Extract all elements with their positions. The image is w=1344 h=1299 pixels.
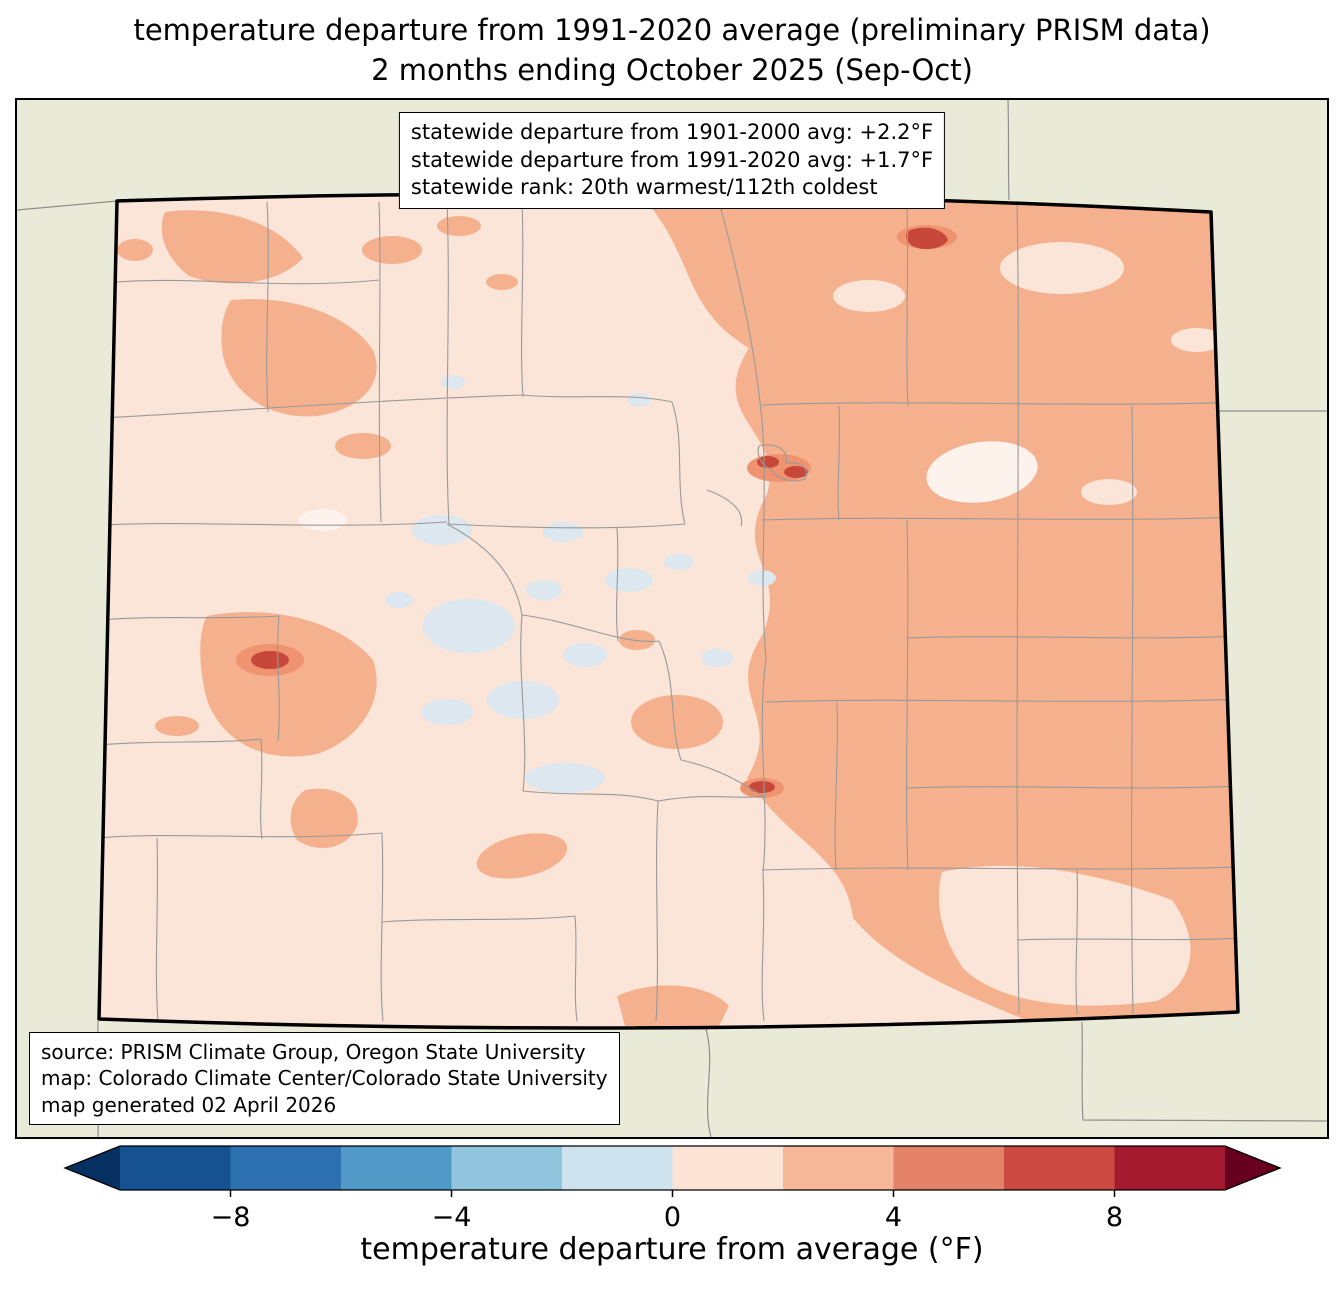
map-patch xyxy=(299,509,347,532)
map-patch xyxy=(486,274,518,291)
colorbar-tick-label: −4 xyxy=(432,1202,472,1232)
stats-line-2: statewide departure from 1991-2020 avg: … xyxy=(410,147,934,172)
colorado-fill-layer xyxy=(99,194,1238,1029)
map-patch xyxy=(423,599,515,654)
colorbar-segment xyxy=(451,1146,563,1191)
colorbar: −8 −4 0 4 8 temperature departure from avera… xyxy=(0,1144,1344,1267)
map-patch xyxy=(664,554,694,571)
stats-box: statewide departure from 1901-2000 avg: … xyxy=(398,112,946,210)
northwest-warm-blob xyxy=(221,298,377,417)
colorado-map-svg xyxy=(17,100,1327,1138)
colorbar-segment xyxy=(230,1146,342,1191)
map-patch xyxy=(563,643,607,668)
map-patch xyxy=(290,788,358,849)
map-patch xyxy=(619,630,655,651)
map-patch xyxy=(385,592,413,609)
county-lines-denver-metro xyxy=(706,444,807,527)
map-patch xyxy=(441,375,465,390)
county-lines-west xyxy=(99,201,767,1022)
denver-hot-spot xyxy=(757,456,779,469)
app: { "title": { "line1": "temperature depar… xyxy=(0,0,1344,1268)
colorbar-tick-label: 4 xyxy=(885,1202,902,1232)
map-patch xyxy=(543,522,583,543)
colorbar-segment xyxy=(893,1146,1005,1191)
colorbar-segment xyxy=(783,1146,895,1191)
colorbar-tick-label: 0 xyxy=(664,1202,681,1232)
map-patch xyxy=(926,441,1038,503)
colorbar-svg: −8 −4 0 4 8 xyxy=(63,1145,1282,1232)
map-patch xyxy=(1171,328,1223,353)
map-patch xyxy=(526,580,562,601)
map-patch xyxy=(362,236,422,265)
northeast-hot-spot xyxy=(906,227,948,250)
colorbar-arrow-left xyxy=(65,1146,120,1191)
map-patch xyxy=(1081,479,1137,506)
source-line-3: map generated 02 April 2026 xyxy=(41,1092,337,1117)
map-panel: statewide departure from 1901-2000 avg: … xyxy=(15,98,1329,1140)
colorbar-segment xyxy=(1114,1146,1226,1191)
southeast-pale-patch xyxy=(938,865,1191,1006)
colorbar-segment xyxy=(562,1146,674,1191)
denver-hot-spot xyxy=(784,466,808,479)
west-central-hot-spot xyxy=(251,651,289,670)
map-patch xyxy=(155,716,199,737)
map-patch xyxy=(525,763,605,794)
colorbar-outline xyxy=(63,1145,1282,1191)
map-patch xyxy=(701,649,733,668)
colorbar-tick-label: −8 xyxy=(211,1202,251,1232)
map-patch xyxy=(627,393,651,408)
map-patch xyxy=(605,568,653,593)
source-box: source: PRISM Climate Group, Oregon Stat… xyxy=(29,1031,620,1126)
map-patch xyxy=(748,570,776,587)
neighbor-state-borders xyxy=(17,100,1327,1138)
colorbar-segment xyxy=(1004,1146,1116,1191)
page-title: temperature departure from 1991-2020 ave… xyxy=(0,0,1344,98)
south-central-warm-blob xyxy=(476,833,568,879)
south-central-warm-blob xyxy=(631,695,723,750)
west-central-warm-blob xyxy=(200,612,377,757)
colorbar-segment xyxy=(341,1146,453,1191)
map-patch xyxy=(421,699,473,726)
south-hot-spot xyxy=(749,781,775,794)
colorbar-axis-label: temperature departure from average (°F) xyxy=(360,1232,984,1268)
source-line-1: source: PRISM Climate Group, Oregon Stat… xyxy=(41,1039,586,1064)
hot-spots xyxy=(236,225,957,799)
stats-line-3: statewide rank: 20th warmest/112th colde… xyxy=(410,175,878,200)
stats-line-1: statewide departure from 1901-2000 avg: … xyxy=(410,120,934,145)
county-lines-east xyxy=(761,202,1238,1015)
east-plains-warm-region xyxy=(635,194,1238,1026)
map-patch xyxy=(412,515,472,546)
map-patch xyxy=(117,239,153,262)
south-border-warm-patch xyxy=(617,985,729,1027)
title-line1: temperature departure from 1991-2020 ave… xyxy=(133,13,1211,47)
map-patch xyxy=(833,280,905,313)
map-patch xyxy=(335,433,391,460)
colorbar-tick-label: 8 xyxy=(1106,1202,1123,1232)
map-patch xyxy=(1000,242,1124,295)
colorbar-segment xyxy=(672,1146,784,1191)
colorbar-arrow-right xyxy=(1225,1146,1280,1191)
colorbar-segment xyxy=(120,1146,232,1191)
source-line-2: map: Colorado Climate Center/Colorado St… xyxy=(41,1066,608,1091)
title-line2: 2 months ending October 2025 (Sep-Oct) xyxy=(371,53,973,88)
map-patch xyxy=(437,216,481,237)
